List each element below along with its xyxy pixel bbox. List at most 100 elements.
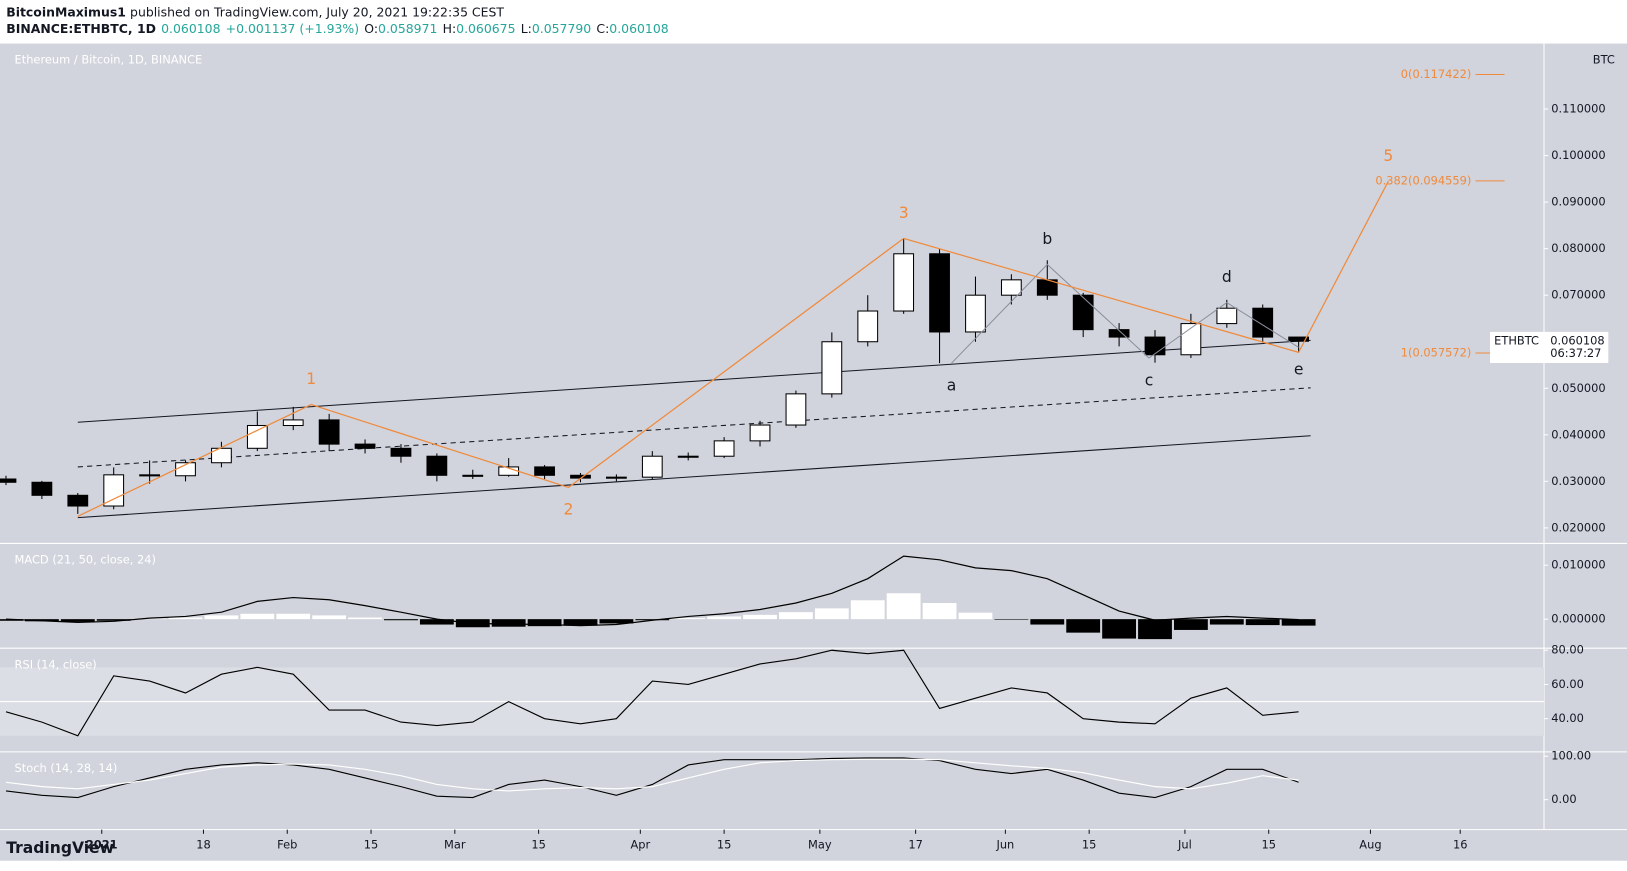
x-tick-label: 15 [1261,838,1276,852]
candle-body [426,455,448,476]
ohlc-key: H: [443,21,457,36]
macd-histogram-bar [743,614,777,620]
candle-body [1216,307,1238,325]
y-tick-label: 100.00 [1551,749,1591,763]
candle-body [1072,294,1094,331]
candle-body [1144,336,1166,356]
macd-histogram-bar [599,619,634,624]
candle-body [354,443,376,449]
macd-histogram-bar [240,613,275,620]
candle-body [677,455,699,458]
y-tick-label: 0.090000 [1551,195,1605,209]
y-tick-label: 0.100000 [1551,148,1605,162]
wave-label: 2 [564,501,574,519]
x-tick-label: May [808,838,832,852]
panel-title: Stoch (14, 28, 14) [15,761,118,775]
ohlc-value: 0.057790 [532,21,591,36]
macd-histogram-bar [886,593,921,620]
candle-body [0,478,17,483]
candle-body [462,474,484,477]
macd-histogram-bar [312,615,347,620]
last-price-countdown: 06:37:27 [1550,346,1601,360]
wave-label: a [947,376,957,394]
y-tick-label: 60.00 [1551,677,1584,691]
x-tick-label: 15 [717,838,732,852]
macd-histogram-bar [1209,619,1244,625]
macd-histogram-bar [384,619,418,621]
macd-histogram-bar [563,619,598,626]
candle-body [139,474,161,477]
x-tick-label: 15 [1082,838,1097,852]
header-line: BitcoinMaximus1 published on TradingView.… [6,4,504,19]
macd-histogram-bar [96,619,131,621]
y-tick-label: 0.080000 [1551,241,1605,255]
change: +0.001137 (+1.93%) [226,21,359,36]
macd-histogram-bar [1030,619,1065,625]
x-tick-label: Jul [1177,838,1192,852]
candle-body [246,424,268,449]
macd-histogram-bar [491,619,526,627]
candle-body [929,253,950,333]
macd-histogram-bar [994,619,1029,620]
wave-triangle [951,263,1299,364]
macd-histogram-bar [527,619,562,627]
brand: TradingView [6,839,114,857]
wave-label: 1 [306,370,316,388]
x-tick-label: 18 [196,838,211,852]
macd-histogram-bar [779,612,813,620]
candle-body [821,341,843,395]
macd-histogram-bar [419,619,454,625]
y-tick-label: 0.00 [1551,792,1576,806]
ohlc-value: 0.060675 [456,21,515,36]
candle-body [785,393,807,426]
candle-body [534,466,555,476]
published: published on TradingView.com, July 20, 2… [130,4,504,19]
wave-label: 5 [1383,147,1393,165]
x-tick-label: Mar [444,838,466,852]
last-price-value: 0.060108 [1550,334,1604,348]
macd-histogram-bar [814,608,849,620]
candle-body [1252,307,1274,338]
indicator-line [5,649,1299,737]
macd-histogram-bar [671,618,706,620]
candle-body [318,419,340,445]
y-tick-label: 40.00 [1551,711,1584,725]
chart-background [0,43,1627,861]
candle-body [965,294,986,333]
ohlc-value: 0.058971 [378,21,437,36]
x-tick-label: Feb [277,838,297,852]
candle-body [1108,329,1130,338]
panel-title: Ethereum / Bitcoin, 1D, BINANCE [15,53,203,67]
macd-histogram-bar [132,618,167,620]
x-tick-label: 15 [531,838,546,852]
x-tick-label: Jun [995,838,1014,852]
channel-line [77,339,1311,423]
ohlc-key: L: [521,21,532,36]
candle-body [570,474,591,479]
channel-line [77,435,1311,519]
ohlc-key: C: [596,21,609,36]
y-tick-label: 0.030000 [1551,474,1605,488]
y-tick-label: 0.010000 [1551,558,1605,572]
x-tick-label: 16 [1453,838,1468,852]
macd-histogram-bar [707,616,742,620]
macd-histogram-bar [1066,619,1101,633]
wave-label: e [1294,361,1304,379]
y-tick-label: 0.040000 [1551,427,1605,441]
x-tick-label: 2021 [86,838,118,852]
panel-title: RSI (14, close) [15,657,97,671]
candle-body [606,476,627,479]
unit-label: BTC [1593,53,1615,67]
candle-body [282,419,304,427]
wave-impulse [77,180,1389,517]
candle-body [713,440,735,457]
header-line: BINANCE:ETHBTC, 1D 0.060108 +0.001137 (+1.… [6,21,669,36]
macd-histogram-bar [1102,619,1137,639]
macd-histogram-bar [276,613,311,620]
macd-histogram-bar [1245,619,1280,626]
candle-body [67,494,89,507]
wave-label: 3 [899,204,909,222]
fib-label: 0(0.117422) [1401,67,1472,81]
y-tick-label: 80.00 [1551,643,1584,657]
